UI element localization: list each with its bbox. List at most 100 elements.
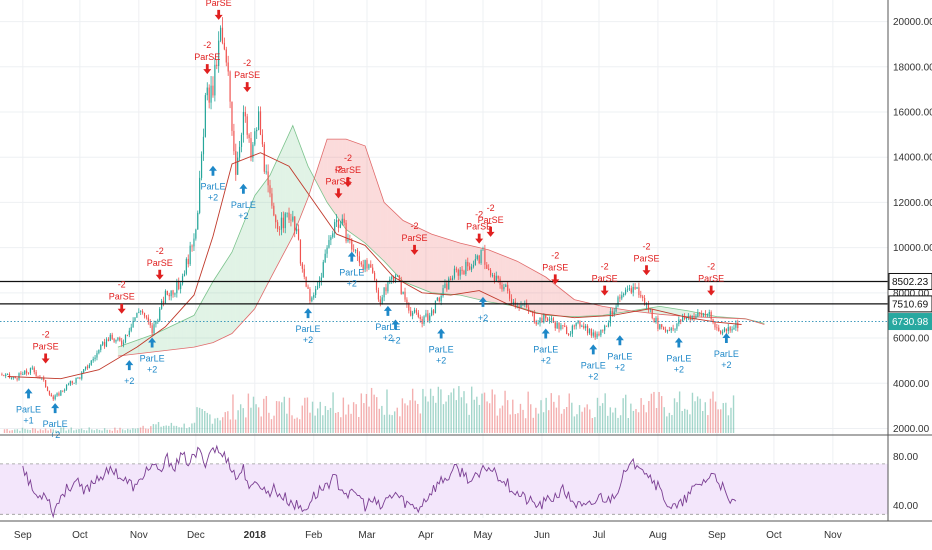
candle-body: [577, 321, 579, 324]
volume-bar: [491, 389, 493, 433]
candle-body: [505, 284, 507, 287]
candle-body: [273, 205, 275, 216]
volume-bar: [583, 407, 586, 433]
cloud-segment: [555, 284, 560, 316]
candle-body: [233, 130, 235, 152]
candle-body: [271, 193, 273, 206]
volume-bar: [445, 401, 447, 433]
volume-bar: [67, 429, 70, 433]
candle-body: [450, 278, 452, 281]
volume-bar: [91, 429, 93, 433]
volume-bar: [60, 427, 62, 433]
rsi-y-tick-label: 40.00: [893, 501, 918, 512]
volume-bar: [514, 414, 517, 433]
cloud-segment: [205, 288, 210, 345]
cloud-segment: [133, 340, 137, 355]
cloud-segment: [543, 275, 548, 316]
volume-bar: [709, 398, 712, 433]
cloud-segment: [406, 222, 411, 285]
candle-body: [35, 372, 37, 376]
volume-bar: [281, 402, 283, 433]
candle-body: [640, 295, 642, 297]
candle-body: [448, 278, 450, 290]
candle-body: [623, 293, 625, 296]
volume-bar: [681, 410, 683, 433]
candle-body: [596, 333, 598, 338]
cloud-segment: [467, 244, 472, 298]
volume-bar: [250, 407, 252, 433]
candle-body: [168, 294, 170, 297]
candle-body: [366, 260, 368, 269]
volume-bar: [458, 386, 460, 433]
volume-bar: [563, 409, 565, 433]
short-entry-qty: -2: [643, 241, 651, 251]
volume-bar: [314, 415, 316, 433]
long-entry-qty: +2: [436, 355, 446, 365]
candle-body: [147, 317, 149, 322]
long-entry-label: ParLE: [607, 351, 632, 361]
candle-body: [320, 277, 322, 281]
volume-bar: [609, 407, 612, 433]
volume-bar: [57, 430, 60, 433]
candle-body: [309, 288, 311, 302]
volume-bar: [594, 417, 596, 433]
candle-body: [100, 344, 102, 350]
long-entry-arrow: [125, 360, 134, 371]
candle-body: [297, 228, 300, 240]
candle-body: [172, 290, 174, 295]
candle-body: [429, 315, 431, 321]
candle-body: [227, 62, 229, 72]
volume-bar: [62, 427, 65, 433]
cloud-segment: [661, 306, 666, 315]
candle-body: [364, 260, 366, 270]
x-tick-label: Feb: [305, 530, 323, 541]
volume-bar: [530, 404, 532, 433]
candle-body: [39, 376, 41, 378]
candle-body: [451, 277, 454, 281]
cloud-segment: [688, 310, 693, 317]
volume-bar: [676, 402, 678, 433]
candle-body: [459, 269, 461, 276]
long-entry-qty: +2: [674, 365, 684, 375]
candle-body: [37, 375, 39, 377]
candle-body: [303, 268, 305, 277]
candle-body: [663, 327, 665, 330]
volume-bar: [129, 429, 131, 433]
candle-body: [277, 222, 279, 230]
cloud-segment: [285, 133, 290, 251]
candle-body: [280, 217, 283, 230]
candle-body: [335, 219, 338, 223]
cloud-segment: [334, 139, 339, 219]
cloud-segment: [676, 309, 681, 316]
volume-bar: [666, 416, 668, 433]
volume-bar: [8, 430, 11, 433]
volume-bar: [401, 398, 404, 433]
candle-body: [383, 287, 385, 298]
short-entry-arrow: [475, 233, 484, 244]
candle-body: [107, 339, 109, 341]
candle-body: [26, 370, 28, 374]
cloud-segment: [387, 206, 392, 270]
candle-body: [214, 64, 216, 96]
candle-body: [218, 40, 220, 66]
cloud-segment: [578, 300, 582, 317]
volume-bar: [193, 422, 196, 433]
candle-body: [480, 249, 482, 264]
volume-bar: [139, 427, 142, 433]
candle-body: [509, 290, 511, 299]
candle-body: [687, 315, 689, 318]
long-entry-qty: +2: [588, 371, 598, 381]
short-entry-qty: -2: [334, 164, 342, 174]
long-entry-arrow: [541, 328, 550, 339]
candle-body: [250, 138, 252, 158]
candle-body: [491, 275, 494, 276]
short-entry-label: ParSE: [109, 292, 135, 302]
volume-bar: [363, 403, 365, 433]
candle-body: [528, 307, 530, 312]
volume-bar: [501, 405, 504, 433]
candle-body: [628, 288, 630, 290]
long-entry-qty: +2: [303, 335, 313, 345]
cloud-segment: [201, 295, 206, 346]
candle-body: [566, 326, 568, 335]
candle-body: [605, 325, 608, 327]
